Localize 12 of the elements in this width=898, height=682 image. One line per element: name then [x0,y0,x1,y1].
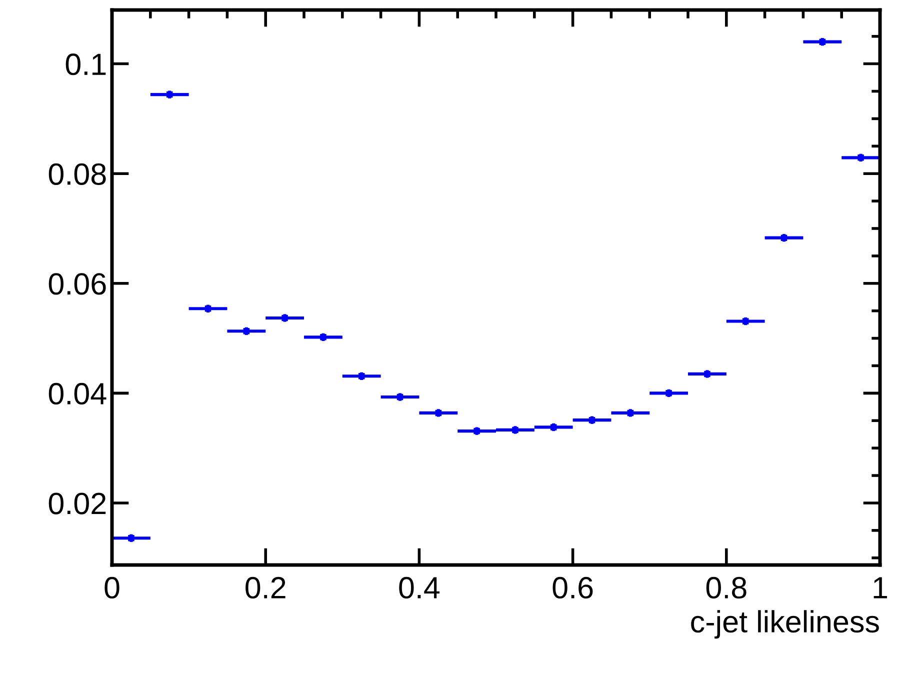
x-tick-label: 0.6 [552,576,593,599]
y-tick-label: 0.06 [48,273,106,295]
y-tick-label: 0.1 [66,54,106,76]
x-tick-label: 0 [104,576,120,599]
x-tick-label: 1 [874,577,888,598]
x-tick-label: 0.2 [246,576,286,599]
y-tick-label: 0.02 [48,492,106,514]
x-tick-label: 0.4 [399,576,440,599]
y-tick-label: 0.04 [48,382,106,405]
x-tick-label: 0.8 [706,576,746,599]
x-axis-title: c-jet likeliness [691,610,879,639]
y-tick-label: 0.08 [48,163,106,185]
